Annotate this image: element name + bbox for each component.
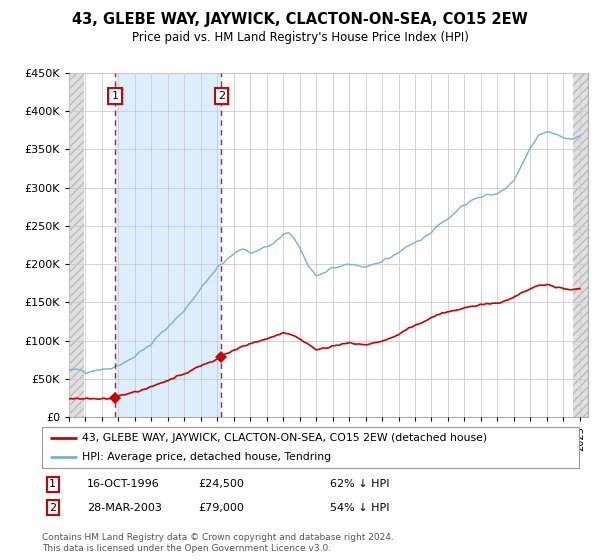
Text: £24,500: £24,500 bbox=[198, 479, 244, 489]
Text: 1: 1 bbox=[49, 479, 56, 489]
Text: 2: 2 bbox=[49, 503, 56, 513]
Text: 16-OCT-1996: 16-OCT-1996 bbox=[87, 479, 160, 489]
Text: HPI: Average price, detached house, Tendring: HPI: Average price, detached house, Tend… bbox=[82, 452, 331, 462]
Text: Contains HM Land Registry data © Crown copyright and database right 2024.
This d: Contains HM Land Registry data © Crown c… bbox=[42, 533, 394, 553]
Text: 43, GLEBE WAY, JAYWICK, CLACTON-ON-SEA, CO15 2EW: 43, GLEBE WAY, JAYWICK, CLACTON-ON-SEA, … bbox=[72, 12, 528, 27]
Text: 43, GLEBE WAY, JAYWICK, CLACTON-ON-SEA, CO15 2EW (detached house): 43, GLEBE WAY, JAYWICK, CLACTON-ON-SEA, … bbox=[82, 433, 487, 443]
Text: 2: 2 bbox=[218, 91, 225, 101]
Text: 28-MAR-2003: 28-MAR-2003 bbox=[87, 503, 162, 513]
FancyBboxPatch shape bbox=[42, 427, 579, 468]
Bar bbox=[115, 73, 221, 417]
Text: 62% ↓ HPI: 62% ↓ HPI bbox=[330, 479, 389, 489]
Text: 54% ↓ HPI: 54% ↓ HPI bbox=[330, 503, 389, 513]
Text: 1: 1 bbox=[112, 91, 118, 101]
Text: £79,000: £79,000 bbox=[198, 503, 244, 513]
Text: Price paid vs. HM Land Registry's House Price Index (HPI): Price paid vs. HM Land Registry's House … bbox=[131, 31, 469, 44]
